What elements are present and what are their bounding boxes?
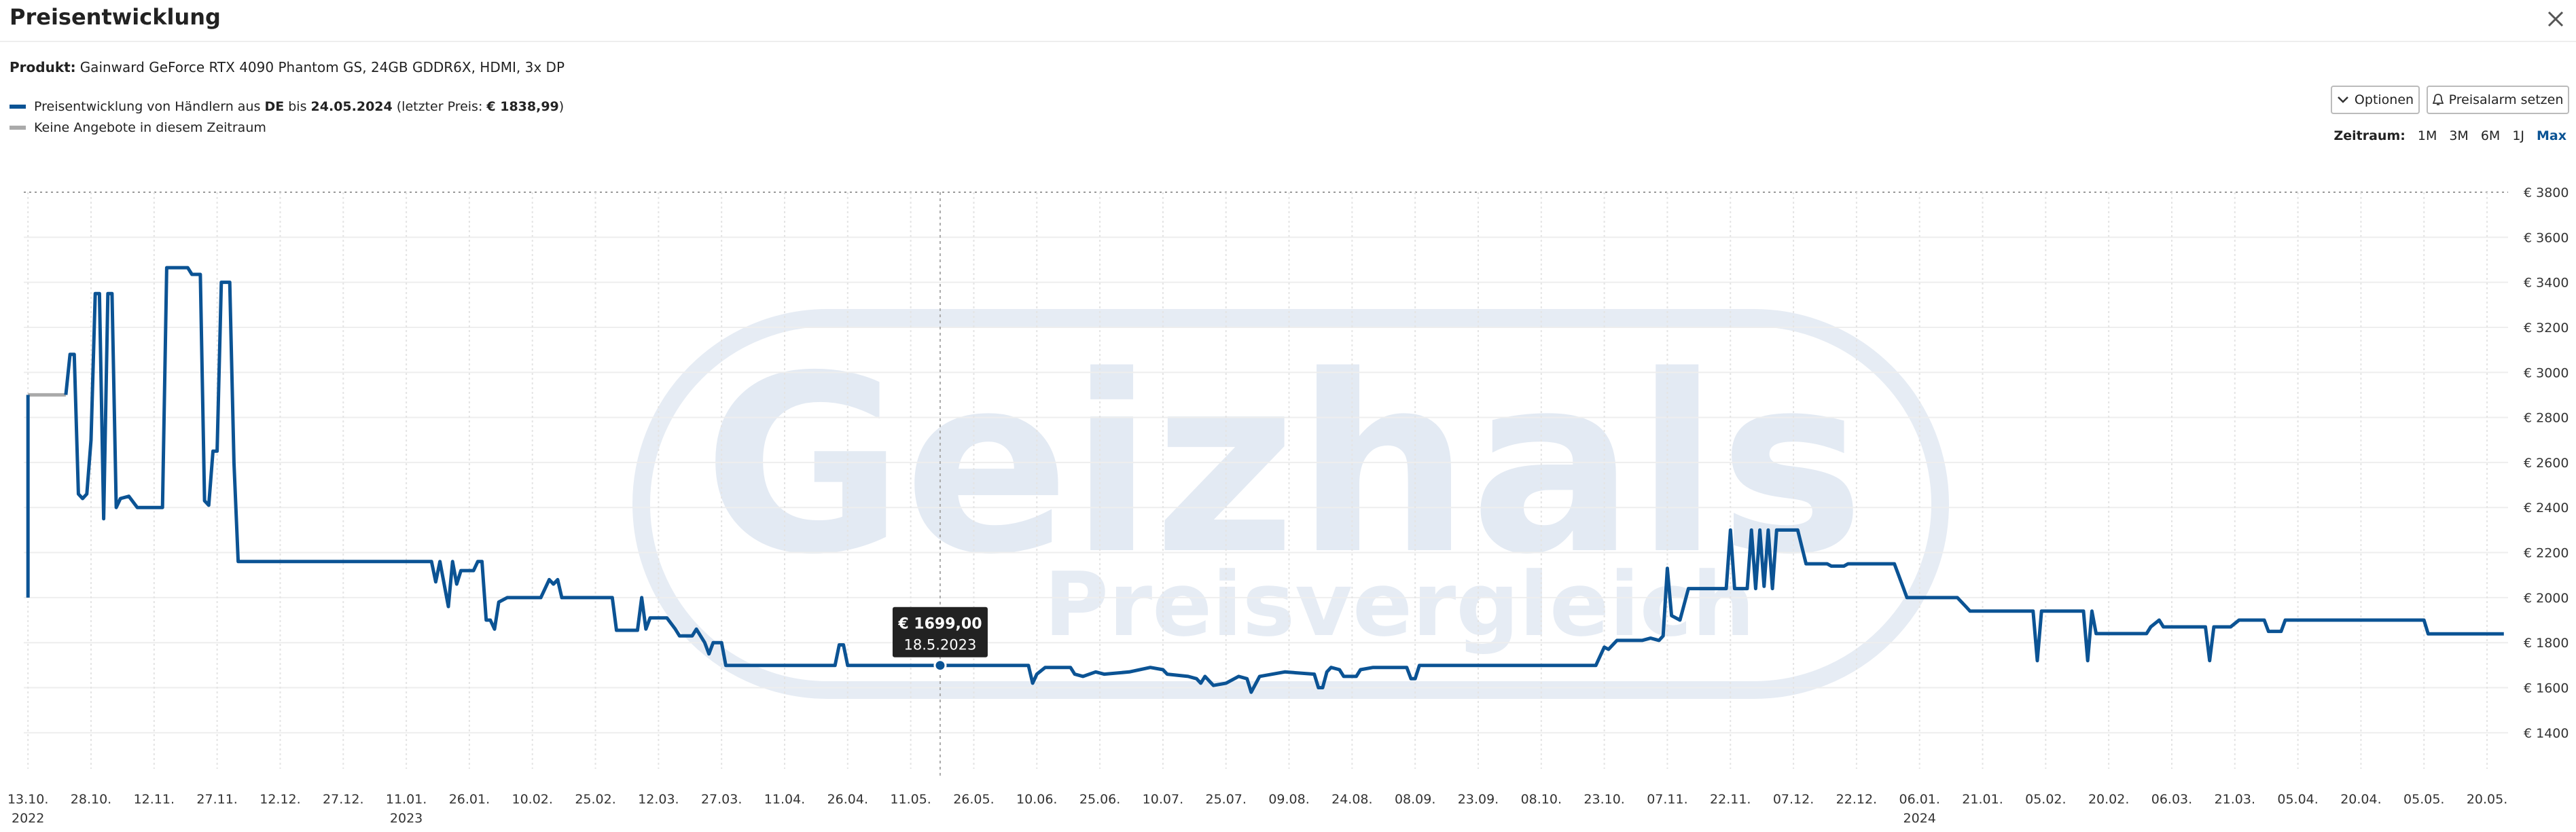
x-tick-label: 27.11.: [196, 792, 237, 807]
x-tick-label: 23.09.: [1458, 792, 1499, 807]
button-label: Preisalarm setzen: [2448, 92, 2564, 107]
x-tick-label: 26.05.: [953, 792, 994, 807]
x-tick-label: 06.01.: [1899, 792, 1939, 807]
y-tick-label: € 3000: [2524, 365, 2569, 380]
watermark-frame: [632, 309, 1949, 699]
period-option[interactable]: Max: [2537, 128, 2566, 143]
tooltip-date: 18.5.2023: [904, 637, 976, 653]
x-tick-label: 11.01.: [386, 792, 427, 807]
tooltip-value: € 1699,00: [897, 616, 982, 633]
x-tick-label: 28.10.: [71, 792, 111, 807]
y-tick-label: € 1600: [2524, 681, 2569, 696]
y-tick-label: € 2400: [2524, 501, 2569, 516]
x-tick-label: 09.08.: [1268, 792, 1309, 807]
x-tick-label: 05.04.: [2277, 792, 2318, 807]
x-tick-label: 20.02.: [2088, 792, 2129, 807]
y-tick-label: € 1400: [2524, 726, 2569, 741]
options-button[interactable]: Optionen: [2331, 86, 2420, 114]
period-label: Zeitraum:: [2333, 128, 2405, 143]
x-tick-label: 25.06.: [1079, 792, 1120, 807]
price-line: [26, 266, 2504, 694]
x-tick-label: 12.03.: [638, 792, 679, 807]
x-tick-label: 20.05.: [2467, 792, 2507, 807]
x-tick-label: 21.01.: [1962, 792, 2003, 807]
legend-entry: Preisentwicklung von Händlern aus DE bis…: [10, 99, 564, 114]
x-tick-label: 25.02.: [575, 792, 615, 807]
x-tick-label: 08.09.: [1395, 792, 1435, 807]
tooltip-box: [892, 607, 988, 657]
product-text: Gainward GeForce RTX 4090 Phantom GS, 24…: [79, 59, 565, 75]
close-icon: [2547, 11, 2564, 27]
y-tick-label: € 2000: [2524, 591, 2569, 606]
y-tick-label: € 1800: [2524, 636, 2569, 651]
close-button[interactable]: [2546, 10, 2565, 29]
watermark-sub: Preisvergleich: [1044, 553, 1755, 656]
x-tick-label: 22.11.: [1710, 792, 1751, 807]
period-option[interactable]: 1J: [2512, 128, 2525, 143]
button-label: Optionen: [2354, 92, 2414, 107]
x-tick-label: 10.06.: [1016, 792, 1057, 807]
price-alarm-button[interactable]: Preisalarm setzen: [2427, 86, 2569, 114]
x-tick-label: 08.10.: [1521, 792, 1562, 807]
x-tick-label: 26.01.: [449, 792, 490, 807]
x-tick-label: 23.10.: [1584, 792, 1624, 807]
y-tick-label: € 2200: [2524, 546, 2569, 561]
tooltip: € 1699,00 18.5.2023: [892, 607, 988, 657]
period-option[interactable]: 1M: [2417, 128, 2437, 143]
product-label: Produkt:: [10, 59, 76, 75]
dialog-title: Preisentwicklung: [10, 4, 221, 30]
y-tick-label: € 3800: [2524, 185, 2569, 200]
x-year-label: 2022: [12, 811, 44, 826]
chevron-icon: [2338, 96, 2348, 103]
y-tick-label: € 3200: [2524, 321, 2569, 336]
x-tick-label: 11.04.: [764, 792, 805, 807]
x-tick-label: 05.02.: [2025, 792, 2066, 807]
separator: [0, 41, 2576, 42]
x-tick-label: 10.02.: [512, 792, 553, 807]
y-tick-label: € 2800: [2524, 411, 2569, 426]
tooltip-marker: [933, 659, 947, 672]
product-info: Produkt: Gainward GeForce RTX 4090 Phanto…: [10, 59, 565, 75]
x-tick-label: 27.12.: [323, 792, 363, 807]
x-tick-label: 11.05.: [890, 792, 931, 807]
watermark-brand: Geizhals: [703, 323, 1864, 608]
x-tick-label: 12.11.: [134, 792, 175, 807]
y-tick-label: € 3400: [2524, 276, 2569, 291]
x-tick-label: 22.12.: [1836, 792, 1877, 807]
x-tick-label: 27.03.: [701, 792, 742, 807]
legend-swatch: [10, 105, 26, 109]
legend-label: Preisentwicklung von Händlern aus DE bis…: [34, 99, 565, 114]
legend-entry: Keine Angebote in diesem Zeitraum: [10, 120, 266, 135]
legend-label: Keine Angebote in diesem Zeitraum: [34, 120, 266, 135]
legend-swatch: [10, 126, 26, 130]
x-tick-label: 07.12.: [1773, 792, 1814, 807]
x-tick-label: 05.05.: [2403, 792, 2444, 807]
y-tick-label: € 3600: [2524, 230, 2569, 245]
period-selector: Zeitraum: 1M 3M 6M 1J Max: [2333, 128, 2566, 143]
x-tick-label: 21.03.: [2215, 792, 2255, 807]
period-option[interactable]: 3M: [2449, 128, 2469, 143]
x-tick-label: 25.07.: [1205, 792, 1246, 807]
x-tick-label: 13.10.: [7, 792, 48, 807]
x-tick-label: 10.07.: [1143, 792, 1183, 807]
x-year-label: 2024: [1903, 811, 1936, 826]
x-year-label: 2023: [390, 811, 423, 826]
x-tick-label: 06.03.: [2151, 792, 2192, 807]
period-option[interactable]: 6M: [2480, 128, 2501, 143]
x-tick-label: 12.12.: [260, 792, 300, 807]
x-tick-label: 26.04.: [827, 792, 868, 807]
x-tick-label: 24.08.: [1331, 792, 1372, 807]
x-tick-label: 20.04.: [2340, 792, 2381, 807]
x-tick-label: 07.11.: [1647, 792, 1687, 807]
bell-icon: [2432, 94, 2444, 105]
y-tick-label: € 2600: [2524, 456, 2569, 471]
